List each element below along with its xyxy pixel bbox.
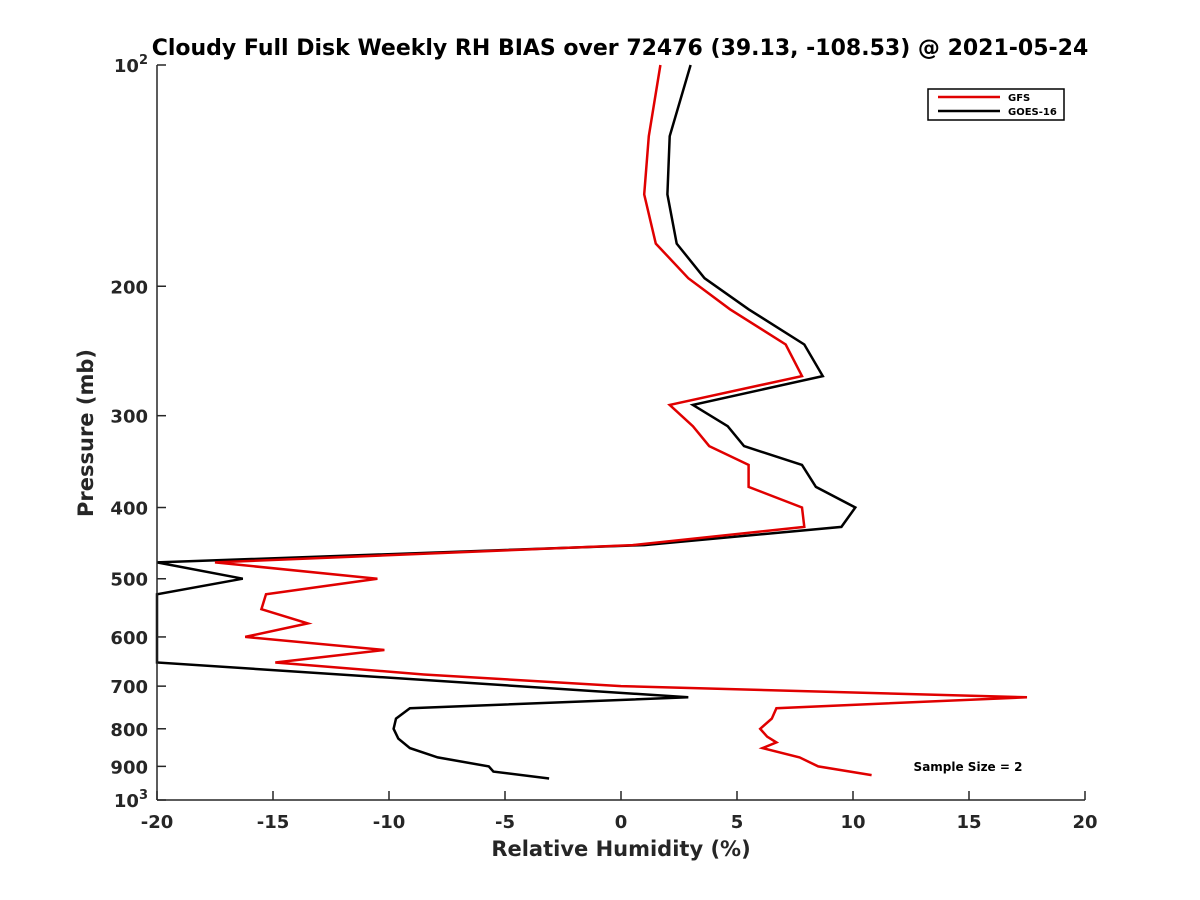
- legend-label-goes-16: GOES-16: [1008, 107, 1057, 118]
- series-line-gfs: [214, 64, 1028, 777]
- x-axis-label: Relative Humidity (%): [491, 837, 750, 861]
- x-tick-label: 0: [615, 812, 628, 833]
- x-tick-label: -5: [495, 812, 515, 833]
- y-axis-label: Pressure (mb): [74, 349, 98, 517]
- legend-label-gfs: GFS: [1008, 93, 1030, 104]
- x-tick-label: -10: [373, 812, 406, 833]
- y-tick-label: 200: [110, 277, 148, 298]
- x-tick-label: -15: [257, 812, 290, 833]
- series-layer: [155, 64, 1028, 780]
- chart-title: Cloudy Full Disk Weekly RH BIAS over 724…: [152, 36, 1089, 61]
- x-tick-label: 20: [1072, 812, 1097, 833]
- y-tick-label: 700: [110, 677, 148, 698]
- y-tick-label: 600: [110, 628, 148, 649]
- legend-box: [927, 88, 1065, 121]
- axes-layer: -20 -15 -10 -5 0 5 10 15 20 102 200 300 400 500 600 700…: [110, 53, 1097, 833]
- y-tick-label: 103: [114, 788, 148, 812]
- y-tick-label: 900: [110, 757, 148, 778]
- x-tick-label: 10: [840, 812, 865, 833]
- y-tick-label: 800: [110, 720, 148, 741]
- x-tick-label: -20: [141, 812, 174, 833]
- series-line-goes-16: [155, 64, 858, 780]
- y-tick-label: 300: [110, 407, 148, 428]
- y-tick-label: 102: [114, 53, 148, 77]
- y-tick-label: 400: [110, 499, 148, 520]
- sample-size-annotation: Sample Size = 2: [914, 760, 1023, 774]
- y-tick-label: 500: [110, 570, 148, 591]
- legend: GFS GOES-16: [927, 88, 1065, 121]
- x-tick-label: 15: [956, 812, 981, 833]
- x-tick-label: 5: [731, 812, 744, 833]
